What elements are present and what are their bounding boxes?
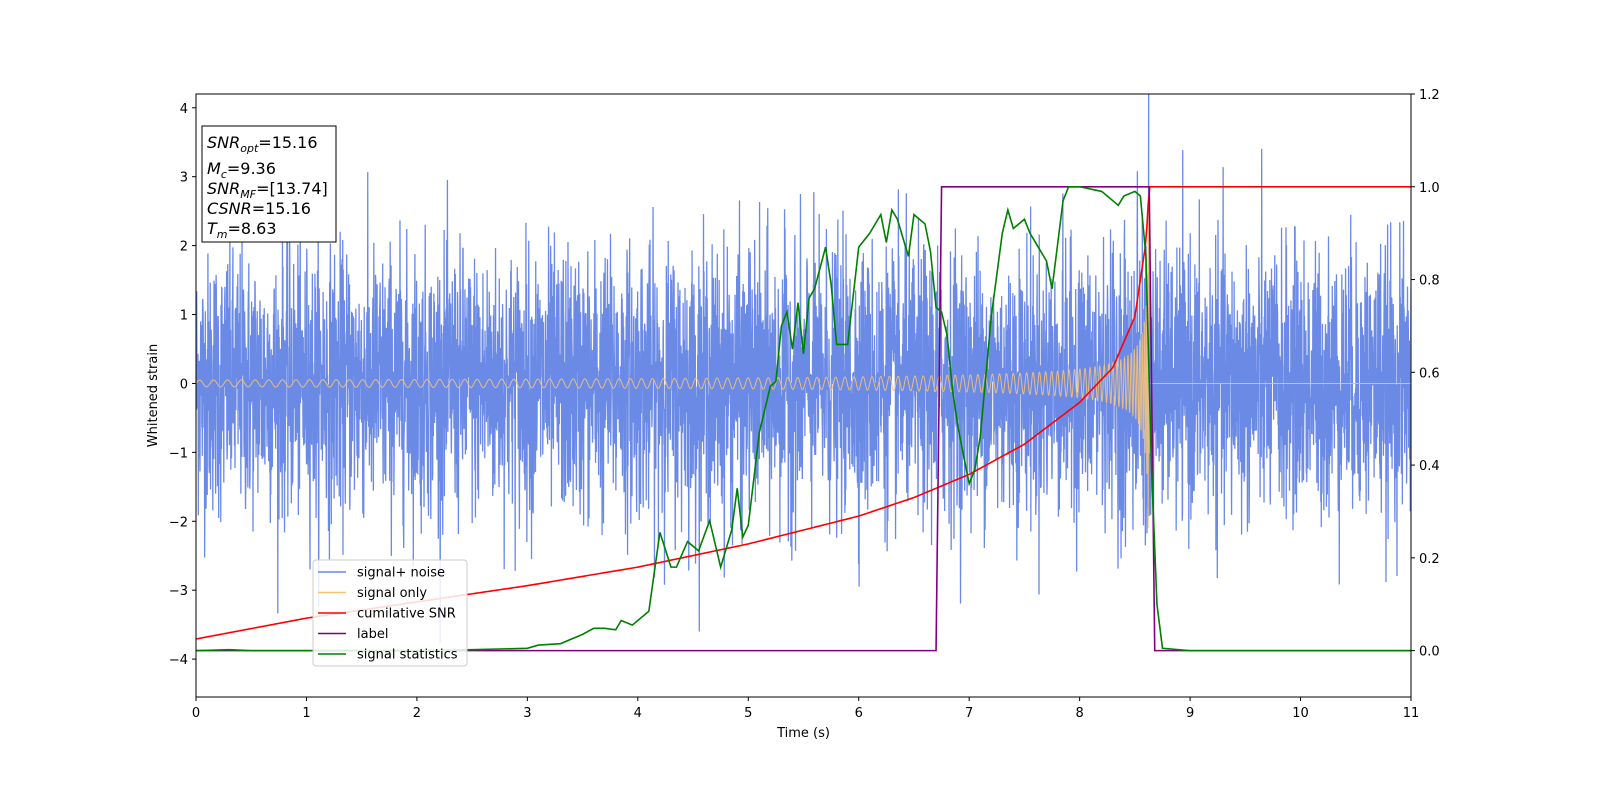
y-axis-title: Whitened strain bbox=[146, 344, 161, 447]
y-left-tick-label: −2 bbox=[169, 515, 188, 530]
x-tick-label: 11 bbox=[1403, 706, 1420, 721]
x-tick-label: 6 bbox=[855, 706, 863, 721]
legend-label: cumilative SNR bbox=[357, 607, 456, 622]
info-box-line: SNRMF=[13.74] bbox=[207, 179, 328, 201]
legend-frame bbox=[312, 559, 468, 667]
info-box-frame bbox=[201, 125, 337, 243]
series-signal-only-line bbox=[196, 195, 1411, 529]
y-left-tick-label: 2 bbox=[180, 240, 188, 255]
x-tick-label: 0 bbox=[192, 706, 200, 721]
x-tick-label: 4 bbox=[634, 706, 642, 721]
legend-label: signal statistics bbox=[357, 648, 458, 663]
y-right-tick-label: 0.8 bbox=[1419, 274, 1440, 289]
y-left-tick-label: 3 bbox=[180, 171, 188, 186]
y-left-tick-label: 0 bbox=[180, 377, 188, 392]
plot-frame bbox=[195, 93, 1412, 698]
y-right-tick-label: 1.2 bbox=[1419, 88, 1440, 103]
x-tick-label: 8 bbox=[1075, 706, 1083, 721]
x-tick-label: 5 bbox=[744, 706, 752, 721]
y-left-tick-label: 1 bbox=[180, 309, 188, 324]
info-box-line: Mc=9.36 bbox=[207, 159, 276, 181]
y-left-tick-label: −4 bbox=[169, 653, 188, 668]
legend-label: label bbox=[357, 627, 388, 642]
info-box-line: Tm=8.63 bbox=[207, 219, 277, 241]
info-box: SNRopt=15.16 Mc=9.36SNRMF=[13.74]CSNR=15.… bbox=[201, 125, 337, 243]
axes-layer: 0 1 2 3 4 5 6 7 8 9 10 11 −4 −3 −2 −1 0 1 2 3 4 0.0 0.2 0.4 0.6 0… bbox=[169, 88, 1440, 721]
x-tick-label: 9 bbox=[1186, 706, 1194, 721]
series-signal-noise-line bbox=[196, 94, 1411, 643]
info-box-line: SNRopt=15.16 bbox=[207, 133, 318, 155]
x-tick-label: 2 bbox=[413, 706, 421, 721]
y-right-tick-label: 1.0 bbox=[1419, 181, 1440, 196]
y-right-tick-label: 0.0 bbox=[1419, 645, 1440, 660]
x-axis-title: Time (s) bbox=[776, 726, 830, 741]
series-signal-statistics-line bbox=[196, 185, 1411, 652]
y-left-tick-label: 4 bbox=[180, 102, 188, 117]
y-right-tick-label: 0.6 bbox=[1419, 366, 1440, 381]
y-left-tick-label: −1 bbox=[169, 446, 188, 461]
x-tick-label: 1 bbox=[302, 706, 310, 721]
info-box-line: CSNR=15.16 bbox=[207, 199, 311, 218]
y-right-tick-label: 0.2 bbox=[1419, 552, 1440, 567]
x-tick-label: 10 bbox=[1292, 706, 1309, 721]
legend: signal+ noise signal only cumilative SNR la… bbox=[312, 559, 468, 667]
legend-label: signal+ noise bbox=[357, 566, 445, 581]
legend-label: signal only bbox=[357, 586, 427, 601]
x-tick-label: 3 bbox=[523, 706, 531, 721]
x-tick-label: 7 bbox=[965, 706, 973, 721]
y-left-tick-label: −3 bbox=[169, 584, 188, 599]
y-right-tick-label: 0.4 bbox=[1419, 459, 1440, 474]
